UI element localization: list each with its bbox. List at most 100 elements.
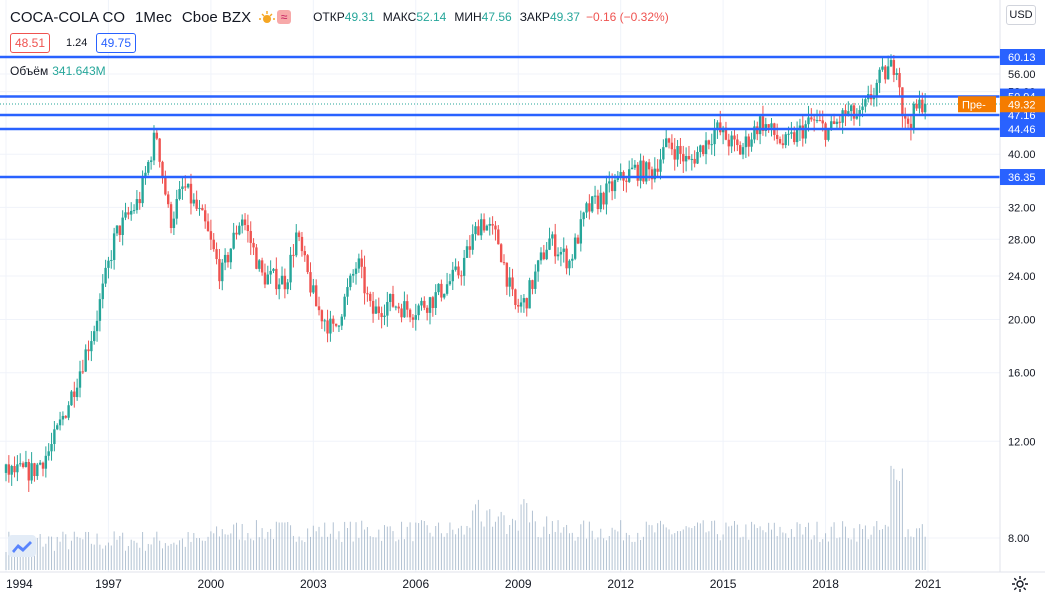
x-tick-label: 2012 (607, 577, 634, 591)
candle-body (391, 294, 395, 307)
candle-body (297, 232, 301, 237)
candle-body (653, 168, 657, 180)
candle-body (112, 233, 116, 260)
candle-body (656, 168, 659, 172)
candle-body (616, 177, 620, 180)
high-label: МАКС (382, 10, 417, 24)
currency-button[interactable]: USD (1006, 5, 1036, 25)
candle-body (781, 143, 785, 146)
candle-body (505, 262, 509, 287)
candle-body (901, 87, 904, 116)
candle-body (95, 320, 99, 332)
candle-body (243, 219, 247, 226)
level-tag (1000, 120, 1045, 137)
candle-body (246, 225, 250, 232)
candle-body (300, 236, 304, 252)
candle-body (149, 160, 153, 162)
ask-price[interactable]: 49.75 (96, 33, 137, 53)
candle-body (206, 221, 210, 232)
candle-body (684, 156, 688, 162)
candle-body (41, 462, 45, 469)
candle-body (21, 463, 25, 467)
interval-label[interactable]: 1Мес (135, 8, 172, 26)
candle-body (221, 262, 224, 282)
candle-body (366, 293, 369, 295)
candle-body (229, 248, 233, 263)
candle-body (263, 272, 267, 285)
x-tick-label: 1997 (95, 577, 122, 591)
candle-body (238, 225, 241, 235)
candle-body (70, 391, 73, 406)
candle-body (90, 341, 93, 352)
candle-body (414, 315, 417, 320)
candle-body (602, 192, 605, 205)
candle-body (226, 254, 230, 263)
candle-body (804, 124, 807, 139)
candle-body (830, 121, 833, 130)
x-tick-label: 2009 (505, 577, 532, 591)
candle-body (844, 110, 847, 115)
volume-legend: Объём 341.643M (10, 64, 106, 78)
candle-body (812, 119, 816, 121)
candle-body (884, 66, 887, 80)
candle-body (132, 210, 136, 212)
candle-body (778, 139, 782, 144)
candle-body (289, 254, 292, 283)
candle-body (701, 145, 705, 155)
candle-body (121, 217, 124, 236)
candle-body (130, 210, 133, 215)
candle-body (676, 146, 679, 160)
symbol-name[interactable]: COCA-COLA CO (10, 8, 126, 26)
y-tick-label: 28.00 (1008, 234, 1036, 246)
candle-body (502, 262, 506, 264)
candle-body (223, 254, 227, 263)
candle-body (423, 300, 426, 308)
candle-body (480, 219, 483, 236)
candle-body (155, 132, 159, 139)
candle-body (186, 183, 190, 188)
candle-body (548, 238, 551, 250)
candle-body (835, 121, 839, 124)
candle-body (864, 99, 867, 107)
candle-body (400, 308, 403, 318)
candle-body (340, 316, 343, 326)
candle-body (599, 192, 602, 210)
candle-body (24, 461, 28, 467)
candle-body (713, 130, 716, 145)
candle-body (303, 251, 306, 256)
candle-body (135, 199, 139, 211)
level-tag-label: 47.16 (1008, 110, 1036, 122)
tradingview-logo-icon[interactable] (8, 535, 36, 557)
candle-body (332, 318, 335, 324)
bid-price[interactable]: 48.51 (10, 33, 51, 53)
candle-body (730, 135, 733, 147)
low-value: 47.56 (481, 10, 512, 24)
candle-body (161, 161, 164, 177)
candle-body (33, 463, 36, 477)
candle-body (921, 99, 924, 113)
candle-body (471, 234, 474, 250)
exchange-label[interactable]: Cboe BZX (181, 8, 252, 26)
candle-body (508, 277, 511, 287)
gear-icon[interactable] (1011, 575, 1029, 593)
candle-body (801, 125, 804, 139)
candle-body (38, 462, 42, 465)
candle-body (460, 275, 463, 277)
candle-body (559, 251, 563, 255)
candle-body (380, 313, 383, 318)
candle-body (647, 162, 651, 170)
candle-body (528, 280, 531, 309)
candle-body (107, 260, 110, 268)
candle-body (408, 309, 412, 318)
candle-body (73, 391, 76, 398)
candle-body (30, 463, 33, 481)
candle-body (795, 129, 799, 143)
candle-body (821, 120, 824, 124)
candle-body (292, 254, 295, 256)
low-label: МИН (454, 10, 482, 24)
candle-body (443, 293, 446, 298)
candle-body (411, 317, 415, 320)
candle-body (337, 325, 341, 327)
candle-body (67, 405, 70, 418)
